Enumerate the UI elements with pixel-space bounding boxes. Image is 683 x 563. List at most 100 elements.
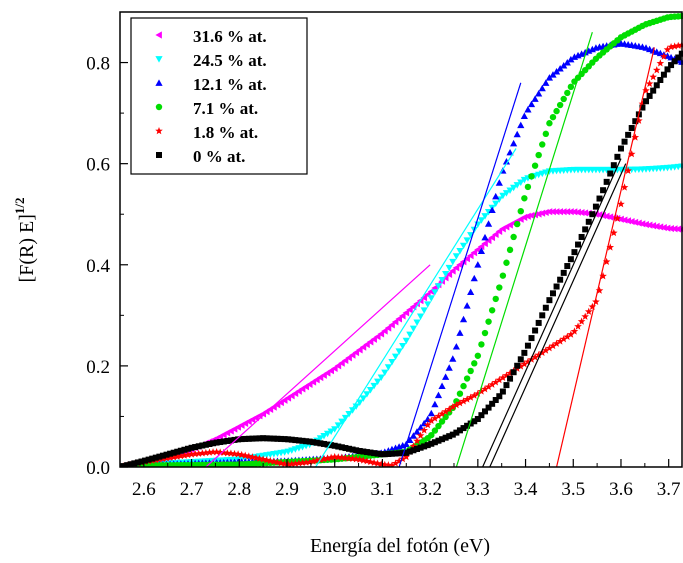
data-point [199, 442, 206, 449]
data-point [299, 437, 306, 444]
data-point [546, 120, 553, 127]
data-point [377, 330, 385, 338]
data-point [488, 380, 496, 388]
data-point [603, 212, 610, 220]
data-point [471, 360, 478, 367]
data-point [495, 376, 504, 384]
data-point [545, 208, 553, 216]
data-point [202, 441, 209, 448]
data-point [142, 457, 149, 464]
data-point [463, 395, 471, 403]
data-point [464, 422, 471, 429]
data-point [356, 447, 363, 454]
data-point [406, 306, 413, 314]
data-point [624, 166, 632, 174]
data-point [602, 257, 611, 265]
data-point [463, 375, 471, 382]
data-point [653, 222, 660, 230]
data-point [625, 131, 632, 138]
data-point [163, 451, 170, 458]
data-point [227, 437, 234, 444]
data-point [638, 220, 646, 228]
data-point [581, 312, 589, 320]
legend-label: 31.6 % at. [193, 27, 267, 46]
data-point [338, 359, 345, 367]
data-point [338, 453, 346, 461]
legend-label: 1.8 % at. [193, 123, 258, 142]
data-point [560, 95, 567, 103]
data-point [621, 138, 628, 145]
data-point [278, 435, 285, 442]
data-point [442, 271, 450, 278]
data-point [485, 318, 492, 325]
data-point [474, 261, 482, 268]
tangent-line [555, 47, 655, 467]
data-point [488, 233, 496, 242]
data-point [592, 203, 599, 210]
data-point [349, 446, 356, 453]
data-point [581, 209, 589, 217]
data-point [320, 440, 327, 447]
data-point [449, 267, 456, 275]
data-point [170, 449, 177, 456]
data-point [456, 399, 464, 407]
data-point [284, 460, 292, 467]
data-point [420, 307, 428, 314]
data-point [560, 269, 567, 276]
data-point [374, 332, 381, 341]
data-point [534, 351, 543, 359]
data-point [524, 212, 531, 220]
data-point [345, 354, 352, 362]
data-point [167, 450, 174, 457]
data-point [449, 355, 457, 362]
x-axis-title: Energía del fotón (eV) [310, 535, 490, 557]
data-point [549, 341, 557, 350]
data-point [575, 241, 582, 248]
data-point [217, 439, 224, 446]
data-point [474, 352, 482, 359]
data-point [560, 61, 568, 69]
data-point [513, 130, 521, 138]
data-point [521, 349, 528, 356]
x-tick-label: 2.8 [227, 479, 251, 500]
data-point [524, 357, 532, 366]
data-point [409, 442, 418, 450]
data-point [438, 277, 446, 284]
data-point [510, 139, 518, 147]
data-point [378, 451, 385, 458]
data-point [363, 340, 370, 349]
data-point [235, 436, 242, 443]
data-point [646, 92, 653, 99]
data-point [424, 442, 431, 449]
data-point [481, 233, 489, 241]
data-point [667, 42, 675, 51]
data-point [632, 118, 639, 125]
legend-marker [156, 152, 162, 158]
data-point [342, 445, 349, 452]
data-point [206, 440, 213, 447]
data-point [406, 331, 414, 339]
data-point [398, 455, 407, 463]
data-point [627, 150, 636, 158]
data-point [477, 387, 486, 395]
data-point [420, 294, 428, 302]
data-point [510, 369, 517, 376]
data-point [194, 449, 203, 457]
data-point [413, 300, 420, 308]
data-point [359, 395, 367, 402]
data-point [334, 453, 343, 461]
data-point [539, 141, 546, 148]
data-point [441, 407, 450, 415]
data-point [535, 90, 543, 97]
data-point [503, 382, 510, 389]
data-point [410, 447, 417, 454]
data-point [527, 100, 536, 108]
data-point [309, 457, 318, 465]
data-point [338, 418, 346, 426]
data-point [478, 412, 485, 419]
data-point [384, 324, 392, 332]
data-point [453, 429, 460, 436]
data-point [395, 315, 402, 323]
data-point [209, 448, 217, 456]
data-point [152, 454, 159, 461]
